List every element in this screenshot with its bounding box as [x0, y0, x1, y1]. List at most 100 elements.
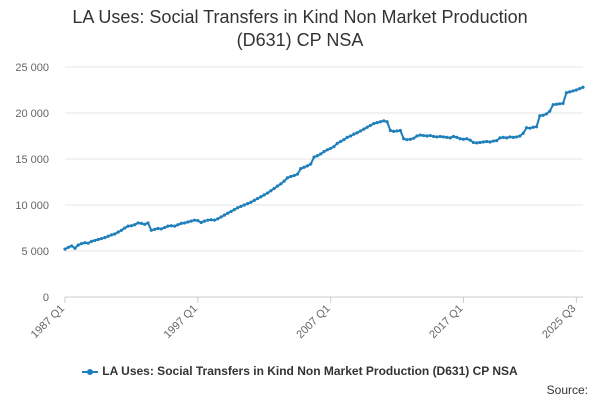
data-point[interactable]	[505, 136, 509, 140]
data-point[interactable]	[80, 242, 84, 246]
data-point[interactable]	[239, 204, 243, 208]
data-point[interactable]	[528, 126, 532, 130]
data-point[interactable]	[285, 176, 290, 180]
data-point[interactable]	[143, 222, 147, 226]
data-point[interactable]	[282, 179, 286, 183]
data-point[interactable]	[123, 226, 127, 230]
data-point[interactable]	[441, 135, 446, 139]
data-point[interactable]	[106, 234, 110, 238]
data-point[interactable]	[332, 144, 336, 149]
data-point[interactable]	[212, 218, 217, 222]
data-point[interactable]	[561, 101, 565, 105]
data-point[interactable]	[182, 221, 187, 225]
data-point[interactable]	[186, 220, 190, 224]
data-point[interactable]	[362, 127, 366, 131]
data-point[interactable]	[163, 225, 167, 230]
data-point[interactable]	[498, 136, 502, 140]
data-point[interactable]	[66, 245, 70, 249]
data-point[interactable]	[259, 195, 263, 199]
data-point[interactable]	[196, 219, 200, 223]
data-point[interactable]	[385, 120, 389, 124]
data-point[interactable]	[581, 85, 585, 89]
data-point[interactable]	[571, 89, 575, 93]
data-point[interactable]	[345, 135, 349, 139]
data-point[interactable]	[564, 91, 569, 95]
data-point[interactable]	[415, 134, 419, 138]
data-point[interactable]	[511, 135, 515, 139]
data-point[interactable]	[309, 162, 313, 166]
data-point[interactable]	[216, 217, 220, 221]
data-point[interactable]	[372, 121, 376, 126]
data-point[interactable]	[149, 228, 153, 232]
data-point[interactable]	[89, 239, 94, 243]
data-point[interactable]	[395, 129, 399, 133]
data-point[interactable]	[418, 133, 422, 137]
data-point[interactable]	[491, 139, 495, 143]
data-point[interactable]	[451, 134, 456, 139]
data-point[interactable]	[352, 132, 356, 136]
data-point[interactable]	[76, 243, 80, 247]
data-point[interactable]	[109, 233, 114, 237]
data-point[interactable]	[295, 172, 300, 176]
data-point[interactable]	[255, 196, 260, 201]
data-point[interactable]	[133, 223, 137, 227]
data-point[interactable]	[302, 165, 306, 169]
data-point[interactable]	[431, 134, 436, 139]
data-point[interactable]	[578, 87, 582, 91]
data-point[interactable]	[348, 134, 353, 138]
data-point[interactable]	[156, 226, 160, 231]
data-point[interactable]	[448, 136, 452, 140]
data-point[interactable]	[521, 131, 525, 135]
data-point[interactable]	[116, 230, 120, 234]
data-point[interactable]	[275, 184, 280, 188]
data-point[interactable]	[192, 218, 197, 222]
data-point[interactable]	[322, 150, 326, 154]
data-point[interactable]	[531, 125, 535, 129]
data-point[interactable]	[169, 224, 173, 228]
data-point[interactable]	[176, 223, 180, 227]
data-point[interactable]	[339, 139, 343, 144]
data-point[interactable]	[425, 134, 429, 138]
data-point[interactable]	[103, 236, 107, 240]
data-point[interactable]	[113, 232, 117, 236]
data-point[interactable]	[568, 90, 572, 94]
data-point[interactable]	[435, 135, 439, 139]
data-point[interactable]	[518, 134, 522, 138]
data-point[interactable]	[305, 164, 309, 168]
data-point[interactable]	[408, 137, 412, 141]
data-point[interactable]	[412, 136, 416, 140]
data-point[interactable]	[514, 135, 519, 139]
data-point[interactable]	[471, 140, 476, 145]
data-point[interactable]	[269, 189, 273, 193]
data-point[interactable]	[548, 109, 552, 113]
data-point[interactable]	[83, 241, 87, 245]
data-point[interactable]	[189, 219, 193, 223]
data-point[interactable]	[355, 131, 359, 135]
data-point[interactable]	[96, 237, 100, 242]
data-point[interactable]	[265, 191, 270, 195]
data-point[interactable]	[329, 146, 333, 151]
data-point[interactable]	[146, 221, 150, 225]
data-point[interactable]	[166, 224, 170, 228]
data-point[interactable]	[172, 224, 177, 228]
data-point[interactable]	[538, 114, 542, 118]
data-point[interactable]	[129, 224, 134, 228]
data-point[interactable]	[574, 88, 578, 92]
data-point[interactable]	[465, 137, 469, 141]
data-point[interactable]	[315, 154, 319, 158]
data-point[interactable]	[126, 224, 130, 228]
data-point[interactable]	[508, 135, 512, 139]
data-point[interactable]	[229, 209, 233, 214]
data-point[interactable]	[398, 128, 402, 133]
data-point[interactable]	[558, 102, 562, 106]
data-point[interactable]	[438, 134, 442, 139]
data-point[interactable]	[279, 182, 283, 186]
data-point[interactable]	[428, 133, 432, 138]
data-point[interactable]	[475, 141, 479, 145]
data-point[interactable]	[358, 129, 363, 133]
data-point[interactable]	[219, 215, 223, 219]
legend[interactable]: LA Uses: Social Transfers in Kind Non Ma…	[0, 364, 600, 378]
data-point[interactable]	[70, 244, 74, 248]
data-point[interactable]	[378, 120, 383, 124]
data-point[interactable]	[392, 129, 396, 133]
